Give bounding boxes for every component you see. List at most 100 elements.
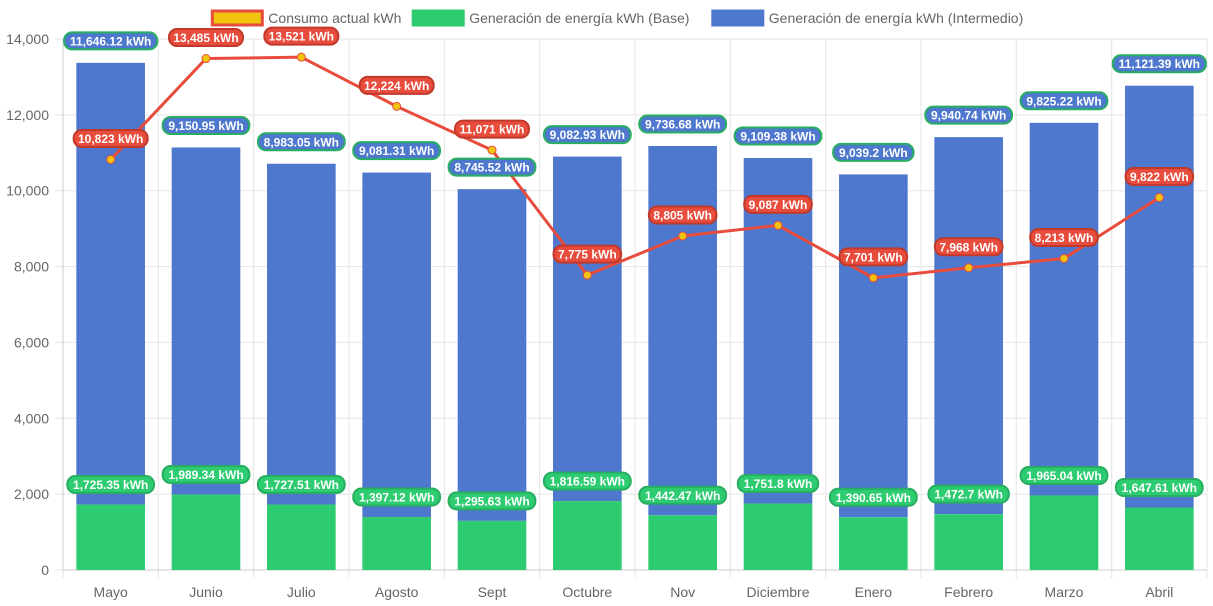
- consumption-point[interactable]: [678, 231, 688, 241]
- bar-base[interactable]: [648, 515, 717, 570]
- x-axis: Mayo Junio Julio Agosto Sept Octubre Nov Diciem…: [63, 569, 1207, 600]
- consumo-value-label-bg: [647, 205, 718, 225]
- intermedio-value-label-bg: [161, 115, 251, 135]
- bar-base[interactable]: [1029, 495, 1099, 570]
- consumption-point[interactable]: [1059, 253, 1069, 263]
- bar-intermedio[interactable]: [267, 163, 336, 505]
- consumption-line: [106, 52, 1164, 283]
- legend-label: Generación de energía kWh (Base): [469, 10, 689, 26]
- base-value-label-bg: [256, 474, 346, 494]
- bar-base[interactable]: [839, 517, 908, 570]
- base-value-label-bg: [1114, 478, 1204, 498]
- intermedio-value-label: 9,825.22 kWh: [1019, 91, 1109, 111]
- consumption-point[interactable]: [964, 263, 974, 273]
- consumo-value-label-text: 8,805 kWh: [653, 209, 712, 223]
- legend: Consumo actual kWh Generación de energía …: [210, 9, 1023, 27]
- base-value-label-text: 1,725.35 kWh: [73, 478, 148, 492]
- intermedio-value-label-bg: [638, 114, 728, 134]
- x-tick-label: Diciembre: [746, 584, 809, 600]
- consumption-point[interactable]: [582, 270, 592, 280]
- base-value-label: 1,295.63 kWh: [447, 491, 537, 511]
- bar-intermedio[interactable]: [457, 189, 527, 521]
- consumo-value-label: 7,701 kWh: [838, 247, 909, 267]
- x-tick-label: Febrero: [944, 584, 993, 600]
- base-value-label: 1,390.65 kWh: [828, 487, 918, 507]
- consumo-value-label: 9,822 kWh: [1124, 166, 1195, 186]
- legend-item[interactable]: Generación de energía kWh (Base): [411, 9, 689, 27]
- bar-base[interactable]: [76, 504, 145, 570]
- base-value-label: 1,472.7 kWh: [927, 484, 1010, 504]
- base-value-label-bg: [736, 474, 820, 494]
- bar-base[interactable]: [553, 501, 622, 570]
- intermedio-value-label-text: 8,983.05 kWh: [264, 135, 339, 149]
- intermedio-value-label-bg: [256, 132, 346, 152]
- base-value-label-bg: [66, 475, 156, 495]
- base-value-label-text: 1,647.61 kWh: [1122, 481, 1197, 495]
- consumo-value-label: 9,087 kWh: [743, 194, 813, 214]
- x-tick-label: Sept: [478, 584, 507, 600]
- consumo-value-label: 12,224 kWh: [358, 75, 435, 95]
- legend-item[interactable]: Consumo actual kWh: [210, 9, 401, 27]
- bar-intermedio[interactable]: [839, 174, 908, 518]
- bar-base[interactable]: [1125, 507, 1194, 570]
- bar-intermedio[interactable]: [934, 137, 1003, 515]
- consumo-value-label-text: 9,822 kWh: [1130, 170, 1189, 184]
- y-tick-label: 12,000: [6, 107, 49, 123]
- intermedio-value-label-text: 9,736.68 kWh: [645, 117, 720, 131]
- consumption-point[interactable]: [773, 220, 783, 230]
- base-value-label-bg: [352, 487, 442, 507]
- bar-intermedio[interactable]: [648, 145, 717, 516]
- base-value-label: 1,965.04 kWh: [1019, 465, 1109, 485]
- consumo-value-label-text: 8,213 kWh: [1035, 231, 1094, 245]
- x-tick-label: Mayo: [94, 584, 128, 600]
- base-value-label-text: 1,390.65 kWh: [836, 491, 911, 505]
- consumo-value-label-text: 10,823 kWh: [78, 132, 143, 146]
- legend-swatch: [210, 9, 264, 27]
- bar-intermedio[interactable]: [1029, 122, 1099, 496]
- base-value-label-bg: [542, 471, 632, 491]
- y-tick-label: 8,000: [14, 259, 49, 275]
- x-tick-label: Abril: [1145, 584, 1173, 600]
- base-value-label-bg: [161, 465, 251, 485]
- intermedio-value-label-text: 9,109.38 kWh: [740, 130, 815, 144]
- bar-intermedio[interactable]: [743, 158, 813, 504]
- consumption-point[interactable]: [106, 154, 116, 164]
- consumo-value-label-bg: [743, 194, 813, 214]
- intermedio-value-label-bg: [832, 142, 915, 162]
- base-value-label-text: 1,751.8 kWh: [744, 477, 813, 491]
- intermedio-value-label-bg: [733, 126, 823, 146]
- intermedio-value-label: 11,646.12 kWh: [63, 31, 159, 51]
- bar-base[interactable]: [362, 517, 431, 570]
- base-value-label-text: 1,727.51 kWh: [264, 478, 339, 492]
- base-value-label: 1,816.59 kWh: [542, 471, 632, 491]
- intermedio-value-label-text: 9,940.74 kWh: [931, 109, 1006, 123]
- legend-swatch: [411, 9, 465, 27]
- bar-base[interactable]: [934, 514, 1003, 570]
- bar-intermedio[interactable]: [362, 172, 431, 518]
- consumo-value-label-text: 13,521 kWh: [269, 30, 334, 44]
- bar-base[interactable]: [171, 494, 241, 570]
- bar-base[interactable]: [457, 520, 527, 570]
- base-value-label-text: 1,442.47 kWh: [645, 489, 720, 503]
- base-value-label: 1,647.61 kWh: [1114, 478, 1204, 498]
- consumption-point[interactable]: [1154, 192, 1164, 202]
- consumption-point[interactable]: [868, 273, 878, 283]
- consumption-point[interactable]: [296, 52, 306, 62]
- consumo-value-label: 7,775 kWh: [552, 244, 623, 264]
- x-tick-label: Octubre: [562, 584, 612, 600]
- consumption-point[interactable]: [201, 54, 211, 64]
- legend-item[interactable]: Generación de energía kWh (Intermedio): [711, 9, 1023, 27]
- bar-intermedio[interactable]: [553, 156, 622, 502]
- consumption-point[interactable]: [487, 145, 497, 155]
- bar-intermedio[interactable]: [171, 147, 241, 495]
- bar-base[interactable]: [267, 504, 336, 570]
- consumo-value-label-bg: [72, 128, 149, 148]
- intermedio-value-label: 9,082.93 kWh: [542, 125, 632, 145]
- bar-intermedio[interactable]: [1125, 85, 1194, 508]
- consumo-value-label: 8,805 kWh: [647, 205, 718, 225]
- consumption-point[interactable]: [392, 101, 402, 111]
- x-tick-label: Nov: [670, 584, 695, 600]
- base-value-label-text: 1,295.63 kWh: [454, 494, 529, 508]
- bar-base[interactable]: [743, 503, 813, 570]
